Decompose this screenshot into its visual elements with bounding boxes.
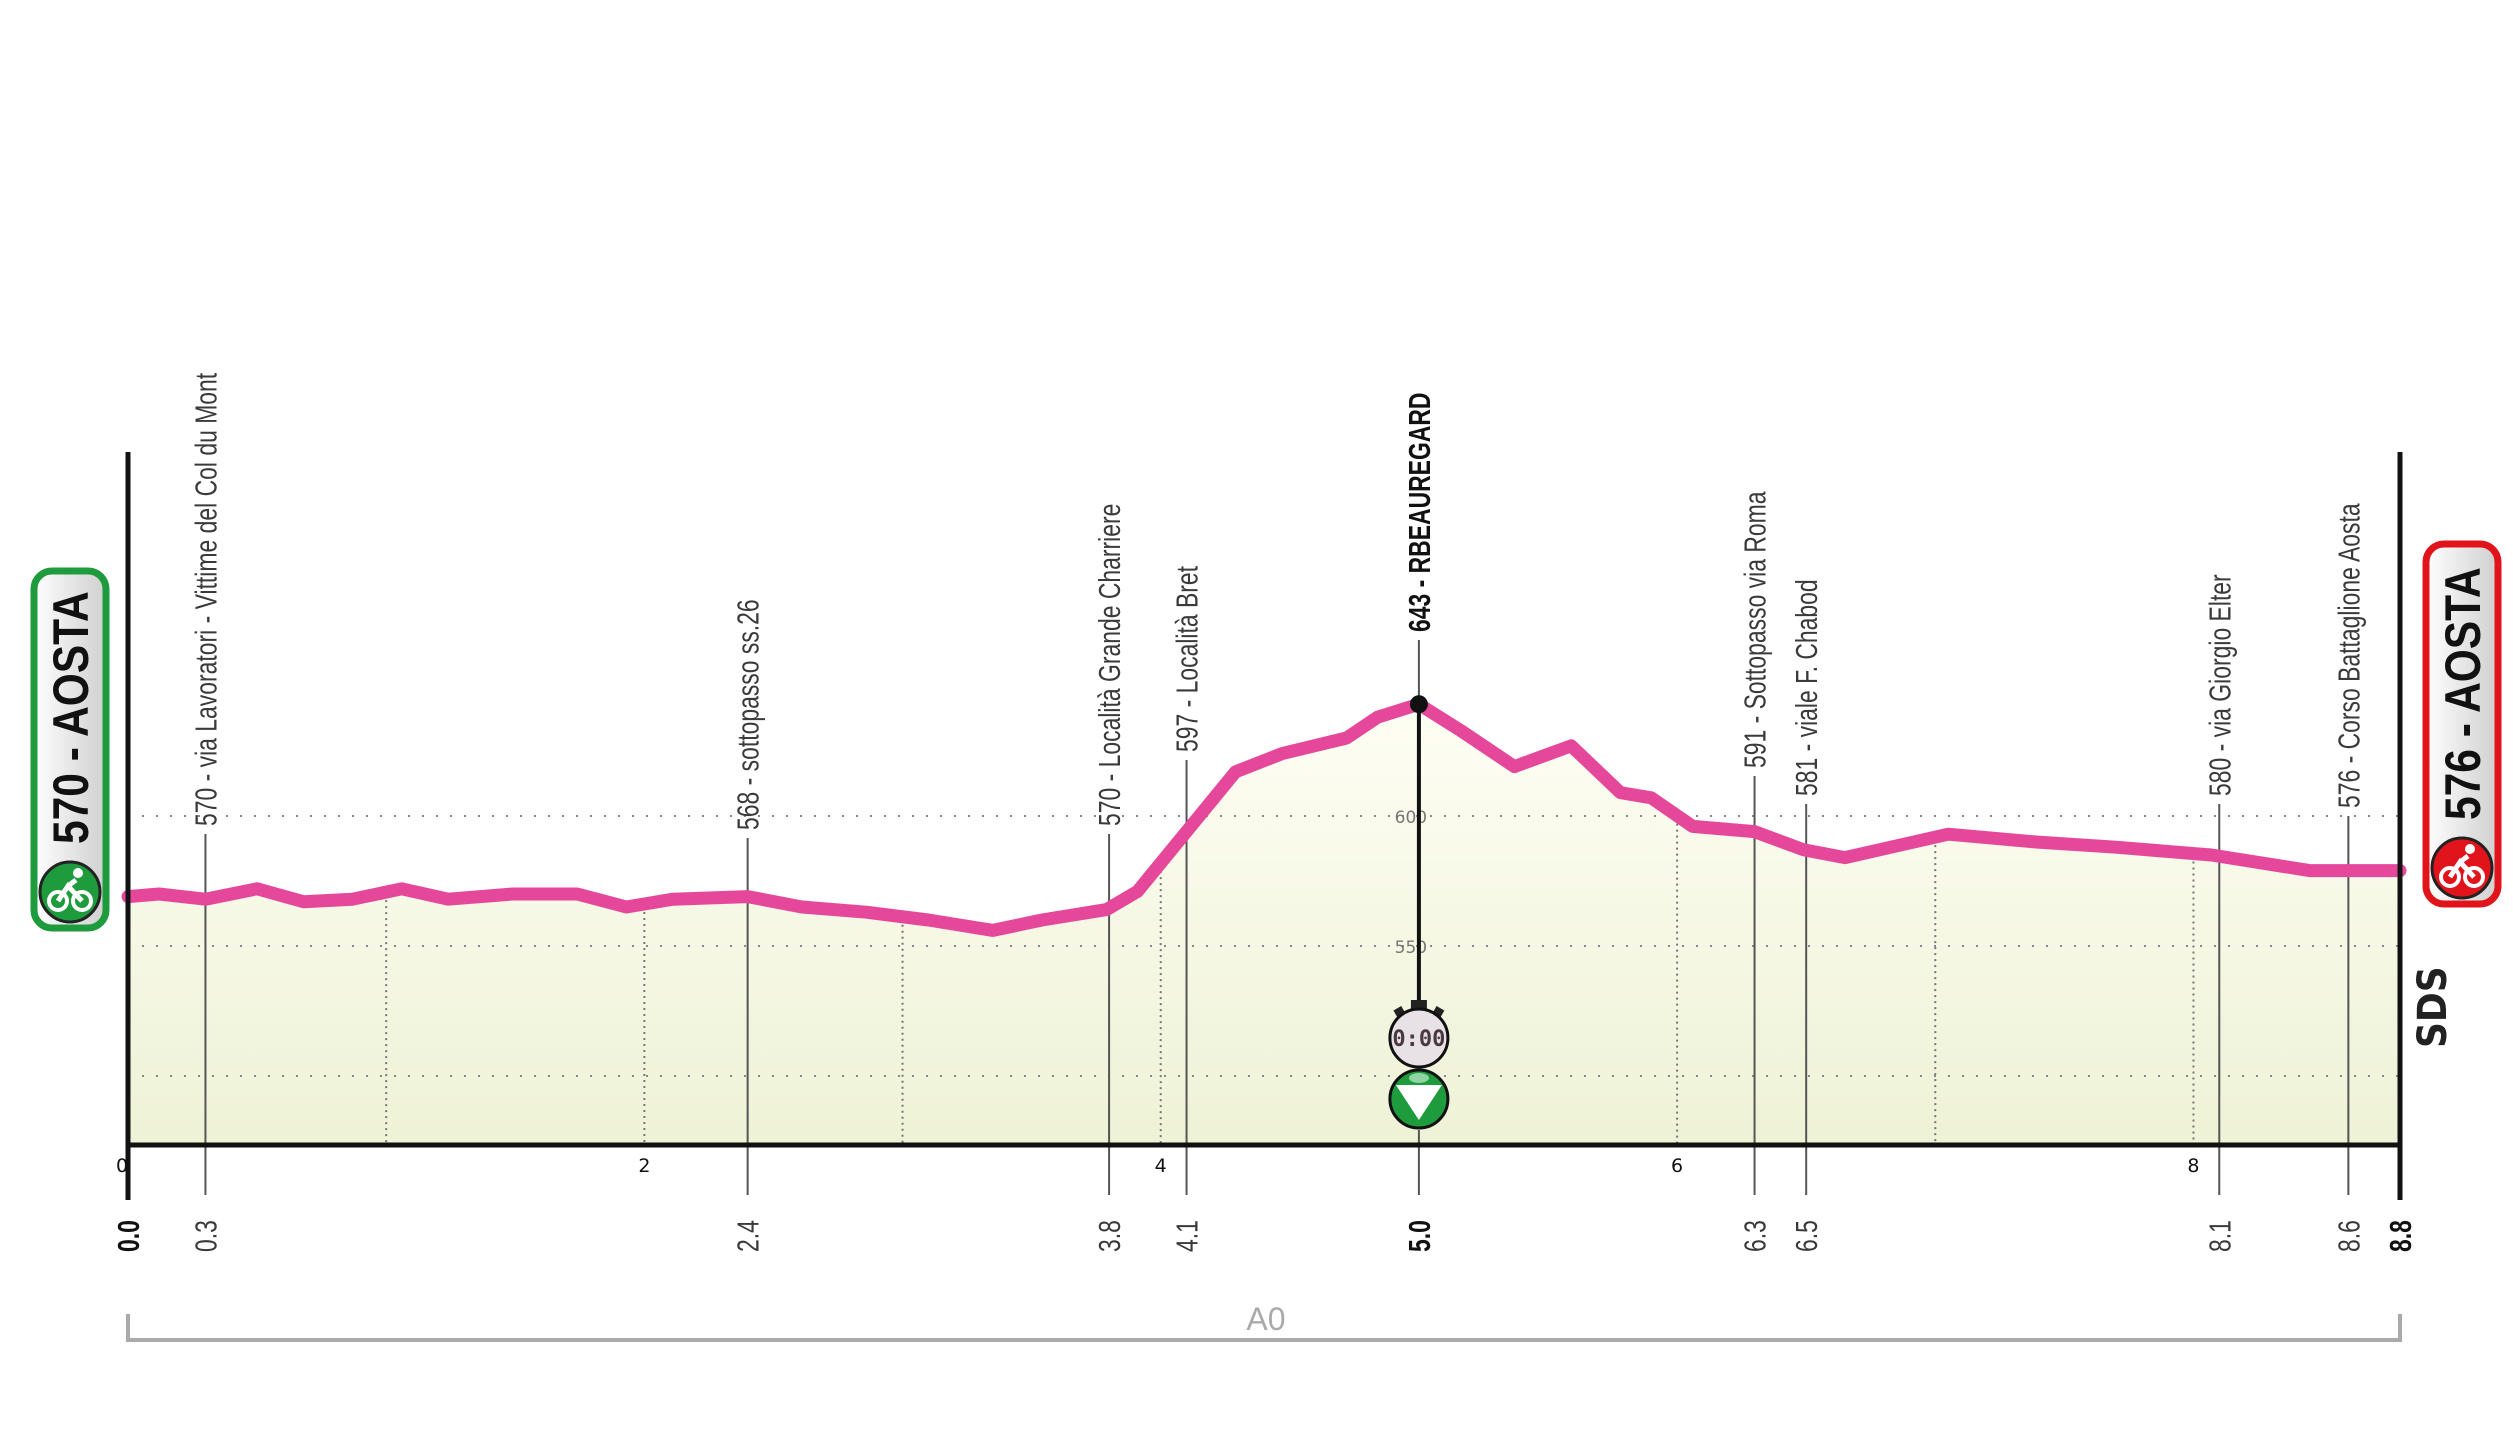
waypoint-label: 597 - Località Bret <box>1169 566 1204 752</box>
stopwatch-icon: 0:00 <box>1388 1000 1450 1069</box>
start-badge-frame <box>30 567 110 932</box>
waypoint-label: 570 - Località Grande Charriere <box>1092 504 1127 826</box>
km-axis-tick: 0 <box>116 1155 128 1177</box>
waypoint-label: 570 - via Lavoratori - Vittime del Col d… <box>188 372 223 826</box>
cyclist-icon-bg <box>2430 836 2494 900</box>
waypoint-label: 568 - sottopasso ss.26 <box>730 599 765 830</box>
stopwatch-face <box>1388 1007 1450 1069</box>
waypoint-km-label: 8.1 <box>2202 1220 2237 1252</box>
cyclist-wheel <box>2439 866 2461 888</box>
waypoint-km-label: 2.4 <box>730 1220 765 1252</box>
waypoint-label: 580 - via Giorgio Elter <box>2202 574 2237 796</box>
sector-bracket <box>126 1314 2402 1342</box>
finish-km-label: 8.8 <box>2383 1220 2418 1252</box>
waypoint-km-label: 6.5 <box>1789 1220 1824 1252</box>
cyclist-body <box>2447 854 2476 879</box>
cyclist-wheel <box>71 890 93 912</box>
cyclist-icon-bg <box>38 860 102 924</box>
profile-area <box>128 704 2400 1145</box>
start-badge-text: 570 - AOSTA <box>43 591 99 844</box>
cyclist-icon <box>38 860 102 924</box>
sds-logo: SDS <box>2409 966 2455 1048</box>
marker-highlight <box>1408 1073 1429 1083</box>
cyclist-wheel <box>47 890 69 912</box>
green-triangle-marker-icon <box>1388 1068 1450 1130</box>
waypoint-km-label: 6.3 <box>1737 1220 1772 1252</box>
finish-badge: 576 - AOSTA <box>2422 540 2502 908</box>
km-axis-tick: 4 <box>1155 1155 1167 1177</box>
km-axis-tick: 6 <box>1671 1155 1683 1177</box>
elevation-gridline-label: 550 <box>1395 938 1427 958</box>
waypoint-label: 591 - Sottopasso via Roma <box>1737 491 1772 768</box>
stopwatch-crown <box>1410 1000 1427 1010</box>
cyclist-head <box>73 868 83 878</box>
km-axis-tick: 8 <box>2187 1155 2199 1177</box>
waypoint-label: 643 - RBEAUREGARD <box>1401 393 1436 632</box>
sector-label: A0 <box>1246 1301 1285 1337</box>
cyclist-body <box>55 878 84 903</box>
waypoint-km-label: 4.1 <box>1169 1220 1204 1252</box>
waypoint-label: 576 - Corso Battaglione Aosta <box>2331 503 2366 808</box>
start-km-label: 0.0 <box>111 1220 146 1252</box>
cyclist-icon <box>2430 836 2494 900</box>
summit-dot <box>1409 695 1428 714</box>
finish-badge-frame <box>2422 540 2502 908</box>
elevation-profile-line <box>121 697 2407 937</box>
stopwatch-text: 0:00 <box>1392 1027 1445 1052</box>
finish-badge-text: 576 - AOSTA <box>2435 567 2491 820</box>
cyclist-wheel <box>2463 866 2485 888</box>
waypoint-km-label: 8.6 <box>2331 1220 2366 1252</box>
waypoint-label: 581 - viale F. Chabod <box>1789 579 1824 796</box>
km-axis-tick: 2 <box>638 1155 650 1177</box>
cyclist-head <box>2465 844 2475 854</box>
marker-triangle <box>1395 1085 1442 1120</box>
waypoint-km-label: 3.8 <box>1092 1220 1127 1252</box>
elevation-gridline-label: 600 <box>1395 808 1427 828</box>
waypoint-km-label: 5.0 <box>1401 1220 1436 1252</box>
start-badge: 570 - AOSTA <box>30 567 110 932</box>
waypoint-km-label: 0.3 <box>188 1220 223 1252</box>
